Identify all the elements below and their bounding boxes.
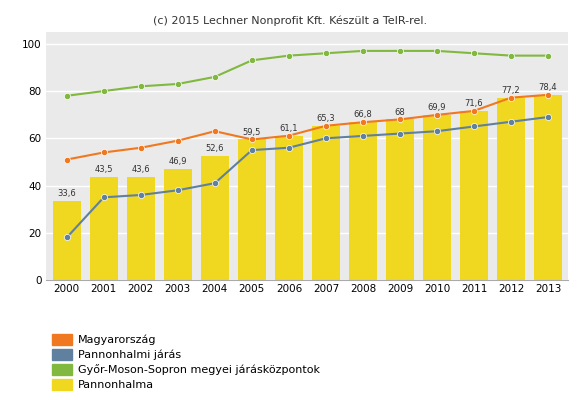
Text: 77,2: 77,2	[502, 86, 520, 95]
Bar	[238, 140, 266, 280]
Text: 65,3: 65,3	[317, 114, 335, 123]
Text: 78,4: 78,4	[539, 83, 557, 92]
Bar	[201, 156, 229, 280]
Bar	[90, 177, 118, 280]
Text: 68: 68	[394, 108, 405, 116]
Legend: Magyarország, Pannonhalmi járás, Győr-Moson-Sopron megyei járásközpontok, Pannon: Magyarország, Pannonhalmi járás, Győr-Mo…	[52, 334, 320, 390]
Bar	[127, 177, 155, 280]
Bar	[423, 115, 451, 280]
Bar	[497, 98, 525, 280]
Text: 61,1: 61,1	[280, 124, 298, 133]
Text: 46,9: 46,9	[169, 157, 187, 166]
Text: 59,5: 59,5	[242, 128, 261, 137]
Text: (c) 2015 Lechner Nonprofit Kft. Készült a TeIR-rel.: (c) 2015 Lechner Nonprofit Kft. Készült …	[153, 16, 427, 26]
Bar	[534, 95, 562, 280]
Text: 33,6: 33,6	[57, 189, 76, 198]
Bar	[386, 119, 414, 280]
Text: 43,5: 43,5	[95, 166, 113, 174]
Bar	[164, 169, 192, 280]
Text: 52,6: 52,6	[205, 144, 224, 153]
Text: 71,6: 71,6	[465, 99, 483, 108]
Text: 66,8: 66,8	[354, 110, 372, 119]
Bar	[312, 126, 340, 280]
Bar	[460, 111, 488, 280]
Bar	[275, 136, 303, 280]
Text: 43,6: 43,6	[132, 165, 150, 174]
Bar	[349, 122, 377, 280]
Bar	[53, 201, 81, 280]
Text: 69,9: 69,9	[427, 103, 446, 112]
